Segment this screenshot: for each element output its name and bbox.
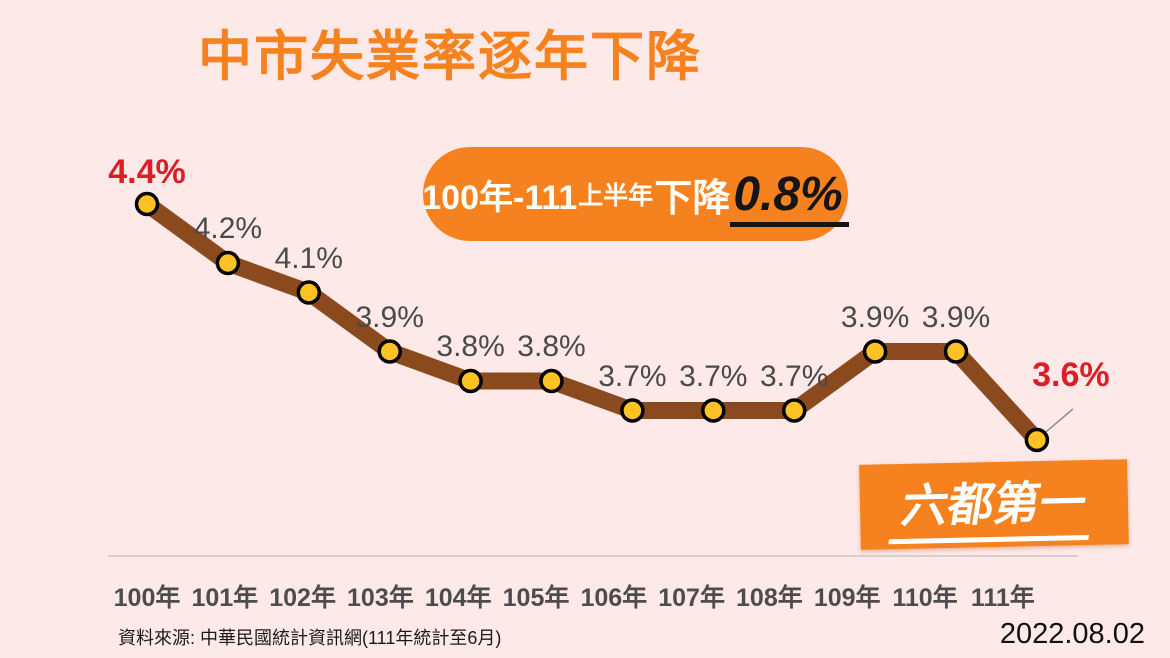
summary-range: 100年-111 [422,178,578,217]
data-point-label: 3.7% [679,359,748,393]
data-point-marker [781,398,807,423]
data-point-label: 3.6% [1032,356,1110,394]
date-stamp: 2022.08.02 [999,618,1145,650]
data-point-marker [620,398,645,423]
x-axis-label: 110年 [892,584,958,612]
x-axis-label: 108年 [736,584,803,612]
data-point-marker [134,191,160,217]
data-point-label: 3.7% [598,359,667,393]
data-point-label: 4.4% [108,153,186,191]
ranking-badge-label: 六都第一 [888,465,1100,544]
data-point-marker [1024,427,1050,453]
data-point-marker [296,280,322,305]
x-axis-label: 102年 [269,584,336,612]
data-point-marker [701,398,726,423]
x-axis-label: 101年 [191,584,259,612]
data-point-label: 4.2% [193,212,263,245]
data-point-label: 3.7% [759,359,829,393]
x-axis-label: 105年 [502,584,570,612]
chart-line [138,195,1046,449]
x-axis-label: 106年 [580,584,648,612]
x-axis-label: 109年 [813,584,881,612]
data-point-marker [539,368,564,394]
x-axis-label: 100年 [113,584,181,612]
data-point-label: 4.1% [274,241,343,275]
x-axis-label: 103年 [347,584,414,612]
summary-badge: 100年-111 上半年 下降 0.8% [422,147,849,241]
data-point-marker [458,368,483,394]
data-point-label: 3.8% [517,330,586,363]
data-point-label: 3.9% [355,300,424,334]
x-axis-label: 104年 [424,584,492,612]
data-point-label: 3.8% [436,330,505,363]
x-axis-label: 107年 [658,584,725,612]
data-point-label: 3.9% [840,300,910,334]
summary-half-year: 上半年 [578,182,654,210]
summary-verb: 下降 [654,177,731,220]
source-note: 資料來源: 中華民國統計資訊網(111年統計至6月) [118,628,502,648]
summary-value: 0.8% [730,167,849,227]
x-axis-label: 111年 [970,584,1035,612]
data-point-label: 3.9% [921,300,991,334]
data-point-marker [377,339,402,364]
data-point-marker [862,339,888,364]
page-title: 中市失業率逐年下降 [198,27,702,87]
data-point-marker [943,339,969,364]
ranking-badge: 六都第一 [859,459,1129,550]
data-point-marker [215,250,241,276]
x-axis-line [108,555,1078,557]
